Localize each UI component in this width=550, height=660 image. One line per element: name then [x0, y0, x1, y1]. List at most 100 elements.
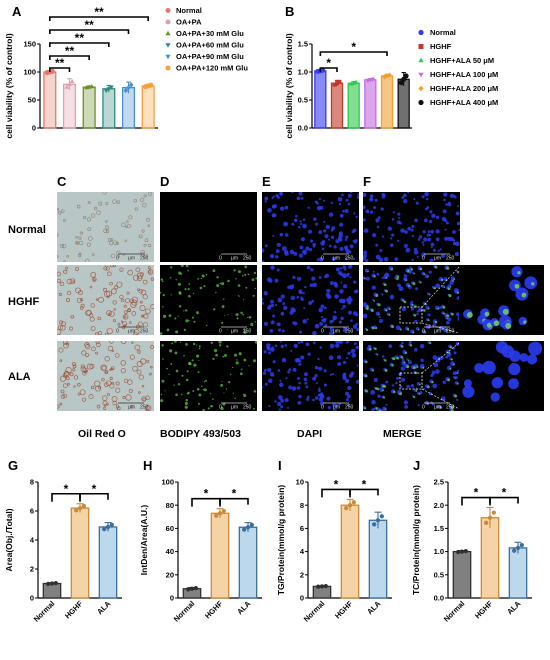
lipid-droplet — [448, 294, 452, 298]
nucleus — [306, 265, 311, 270]
data-point — [332, 82, 337, 87]
nucleus — [357, 193, 359, 196]
cell — [86, 363, 93, 370]
lipid-droplet — [437, 307, 440, 310]
nucleus — [297, 400, 302, 405]
nucleus — [324, 323, 328, 327]
data-point — [316, 584, 321, 589]
cell — [80, 298, 84, 302]
cell — [129, 404, 134, 409]
nucleus — [397, 212, 401, 216]
nucleus — [335, 404, 338, 407]
scale-unit: μm — [128, 329, 135, 335]
lipid-droplet — [178, 292, 182, 295]
y-axis-label: TG/Protein(mmol/g protein) — [276, 485, 286, 596]
nucleus — [427, 230, 431, 233]
cell — [113, 308, 116, 311]
lipid-droplet — [376, 387, 380, 391]
column-label: BODIPY 493/503 — [160, 428, 241, 440]
y-tick-label: 10 — [296, 478, 304, 487]
cell — [127, 269, 133, 276]
lipid-droplet — [205, 379, 208, 382]
data-point — [484, 520, 489, 525]
lipid-droplet — [429, 342, 432, 345]
lipid-droplet — [171, 342, 174, 345]
data-point — [398, 80, 404, 86]
nucleus — [316, 382, 319, 385]
scale-unit: μm — [128, 256, 135, 262]
cell — [106, 295, 110, 299]
micrograph-0-0: 0 μm 250 — [57, 192, 154, 262]
nucleus — [495, 341, 509, 354]
lipid-droplet — [407, 269, 410, 272]
lipid-droplet — [456, 382, 459, 385]
cell — [81, 350, 87, 356]
nucleus — [443, 192, 448, 197]
panel-letter-c: C — [57, 174, 67, 189]
nucleus — [328, 212, 334, 217]
nucleus — [327, 406, 331, 410]
nucleus — [381, 235, 385, 238]
cell — [90, 385, 95, 390]
lipid-droplet — [233, 269, 236, 272]
lipid-droplet — [177, 383, 181, 386]
data-point — [403, 73, 409, 79]
cell — [66, 382, 70, 386]
nucleus — [448, 203, 452, 207]
nucleus — [404, 230, 408, 234]
y-tick-label: 1.5 — [434, 524, 444, 533]
cell — [134, 207, 138, 211]
nucleus — [444, 236, 449, 241]
lipid-droplet — [254, 287, 256, 290]
nucleus — [284, 205, 289, 210]
nucleus — [410, 307, 415, 311]
nucleus — [363, 192, 367, 197]
cell — [110, 253, 116, 259]
lipid-droplet — [385, 276, 388, 279]
nucleus — [440, 253, 446, 258]
nucleus — [355, 215, 358, 219]
scale-zero: 0 — [116, 256, 119, 262]
cell — [133, 198, 138, 203]
nucleus — [453, 351, 457, 355]
nucleus — [415, 287, 419, 291]
nucleus — [399, 221, 402, 225]
lipid-droplet — [160, 332, 163, 335]
cell — [60, 209, 65, 213]
nucleus — [431, 213, 436, 219]
nucleus — [352, 324, 358, 329]
cell — [116, 281, 123, 288]
significance-label: * — [502, 486, 507, 500]
lipid-droplet — [423, 273, 426, 276]
lipid-droplet — [254, 341, 257, 344]
nucleus — [413, 198, 416, 201]
scale-zero: 0 — [321, 256, 324, 262]
lipid-droplet — [238, 270, 241, 274]
cell — [86, 242, 91, 247]
lipid-droplet — [219, 282, 222, 285]
lipid-droplet — [218, 341, 222, 344]
cell — [57, 271, 62, 277]
nucleus — [292, 367, 297, 372]
lipid-droplet — [196, 344, 198, 346]
lipid-droplet — [222, 298, 225, 301]
nucleus — [335, 341, 340, 344]
nucleus — [272, 234, 275, 237]
nucleus — [391, 233, 395, 237]
nucleus — [334, 283, 339, 288]
cell — [57, 254, 59, 258]
nucleus — [372, 233, 377, 238]
data-point — [67, 81, 72, 86]
legend-marker — [418, 99, 424, 106]
lipid-droplet — [502, 308, 509, 315]
data-point — [344, 505, 349, 511]
nucleus — [291, 192, 294, 194]
nucleus — [408, 341, 412, 344]
nucleus — [396, 376, 400, 380]
lipid-droplet — [385, 309, 388, 312]
nucleus — [306, 397, 310, 401]
scale-zero: 0 — [219, 405, 222, 411]
panel-letter-i: I — [278, 458, 282, 473]
cell — [86, 217, 92, 222]
cell — [143, 243, 147, 247]
